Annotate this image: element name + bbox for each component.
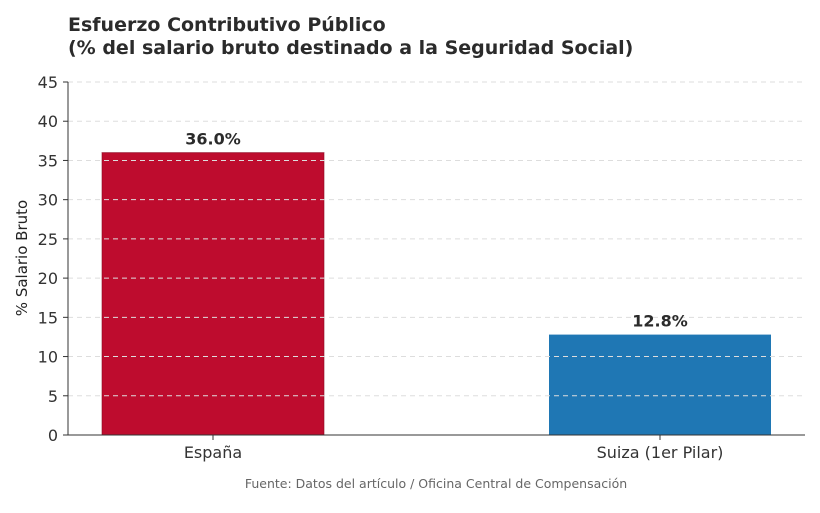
y-tick-label: 40 — [38, 112, 58, 131]
y-axis-label: % Salario Bruto — [13, 200, 31, 316]
y-tick-label: 35 — [38, 151, 58, 170]
y-tick-label: 25 — [38, 230, 58, 249]
data-label: 36.0% — [185, 130, 241, 149]
y-tick-label: 10 — [38, 348, 58, 367]
y-tick-label: 15 — [38, 308, 58, 327]
y-tick-label: 20 — [38, 269, 58, 288]
y-tick-label: 0 — [48, 426, 58, 445]
y-tick-label: 30 — [38, 191, 58, 210]
y-tick-label: 45 — [38, 73, 58, 92]
bar-suiza — [549, 334, 771, 435]
bar-espana — [101, 152, 325, 436]
data-label: 12.8% — [632, 312, 688, 331]
chart-title-line1: Esfuerzo Contributivo Público — [68, 14, 386, 36]
x-tick-label: Suiza (1er Pilar) — [597, 443, 724, 462]
y-tick-label: 5 — [48, 387, 58, 406]
source-note: Fuente: Datos del artículo / Oficina Cen… — [245, 476, 627, 491]
x-tick-label: España — [184, 443, 242, 462]
chart-title-line2: (% del salario bruto destinado a la Segu… — [68, 37, 633, 59]
